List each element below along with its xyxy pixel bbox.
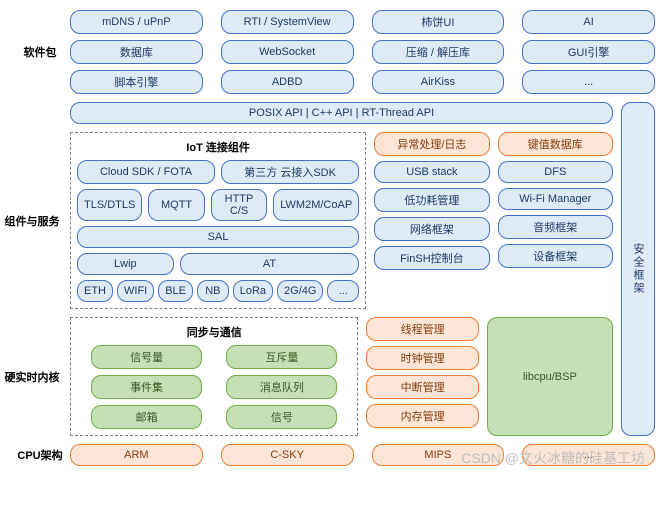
pkg-item: RTI / SystemView (221, 10, 354, 34)
comp-item: DFS (498, 161, 613, 183)
pkg-item: mDNS / uPnP (70, 10, 203, 34)
pkg-item: ... (522, 70, 655, 94)
cpu-item: C-SKY (221, 444, 354, 466)
sync-item: 消息队列 (226, 375, 337, 399)
mgmt-item: 时钟管理 (366, 346, 478, 370)
components-label: 组件与服务 (2, 132, 62, 309)
sync-item: 互斥量 (226, 345, 337, 369)
cpu-label: CPU架构 (10, 444, 70, 466)
comp-item: FinSH控制台 (374, 246, 489, 270)
sync-item: 事件集 (91, 375, 202, 399)
pkg-item: WebSocket (221, 40, 354, 64)
comp-item: 键值数据库 (498, 132, 613, 156)
comp-item: 设备框架 (498, 244, 613, 268)
iot-net: WIFI (117, 280, 154, 302)
mgmt-item: 内存管理 (366, 404, 478, 428)
comp-item: Wi-Fi Manager (498, 188, 613, 210)
pkg-item: 脚本引擎 (70, 70, 203, 94)
packages-label: 软件包 (10, 10, 70, 94)
comp-item: 网络框架 (374, 217, 489, 241)
iot-net: BLE (158, 280, 193, 302)
sync-item: 信号量 (91, 345, 202, 369)
bsp-box: libcpu/BSP (487, 317, 613, 436)
pkg-item: GUI引擎 (522, 40, 655, 64)
pkg-item: ADBD (221, 70, 354, 94)
security-box: 安全框架 (621, 102, 655, 436)
packages-row: 软件包 mDNS / uPnP RTI / SystemView 柿饼UI AI… (10, 10, 655, 94)
sync-item: 信号 (226, 405, 337, 429)
iot-net: 2G/4G (277, 280, 323, 302)
cpu-row: CPU架构 ARM C-SKY MIPS ... (10, 444, 655, 466)
api-bar: POSIX API | C++ API | RT-Thread API (70, 102, 613, 124)
sync-box: 同步与通信 信号量 互斥量 事件集 消息队列 邮箱 信号 (70, 317, 358, 436)
iot-net: NB (197, 280, 229, 302)
packages-grid: mDNS / uPnP RTI / SystemView 柿饼UI AI 数据库… (70, 10, 655, 94)
iot-net: ... (327, 280, 359, 302)
pkg-item: 柿饼UI (372, 10, 505, 34)
iot-item: 第三方 云接入SDK (221, 160, 359, 184)
cpu-item: MIPS (372, 444, 505, 466)
iot-net: LoRa (233, 280, 273, 302)
iot-sal: SAL (77, 226, 359, 248)
pkg-item: 数据库 (70, 40, 203, 64)
kernel-label: 硬实时内核 (2, 317, 62, 436)
comp-item: 音频框架 (498, 215, 613, 239)
mgmt-item: 中断管理 (366, 375, 478, 399)
iot-box: IoT 连接组件 Cloud SDK / FOTA 第三方 云接入SDK TLS… (70, 132, 366, 309)
comp-item: 异常处理/日志 (374, 132, 489, 156)
sync-title: 同步与通信 (77, 324, 351, 340)
iot-item: Lwip (77, 253, 174, 275)
mgmt-item: 线程管理 (366, 317, 478, 341)
iot-net: ETH (77, 280, 113, 302)
iot-item: TLS/DTLS (77, 189, 142, 221)
middle-block: POSIX API | C++ API | RT-Thread API 组件与服… (10, 102, 655, 436)
iot-title: IoT 连接组件 (77, 139, 359, 155)
pkg-item: AI (522, 10, 655, 34)
iot-item: MQTT (148, 189, 204, 221)
iot-item: HTTP C/S (211, 189, 267, 221)
iot-item: AT (180, 253, 359, 275)
cpu-item: ARM (70, 444, 203, 466)
pkg-item: 压缩 / 解压库 (372, 40, 505, 64)
comp-item: 低功耗管理 (374, 188, 489, 212)
sync-item: 邮箱 (91, 405, 202, 429)
cpu-item: ... (522, 444, 655, 466)
iot-item: Cloud SDK / FOTA (77, 160, 215, 184)
iot-item: LWM2M/CoAP (273, 189, 359, 221)
comp-item: USB stack (374, 161, 489, 183)
pkg-item: AirKiss (372, 70, 505, 94)
